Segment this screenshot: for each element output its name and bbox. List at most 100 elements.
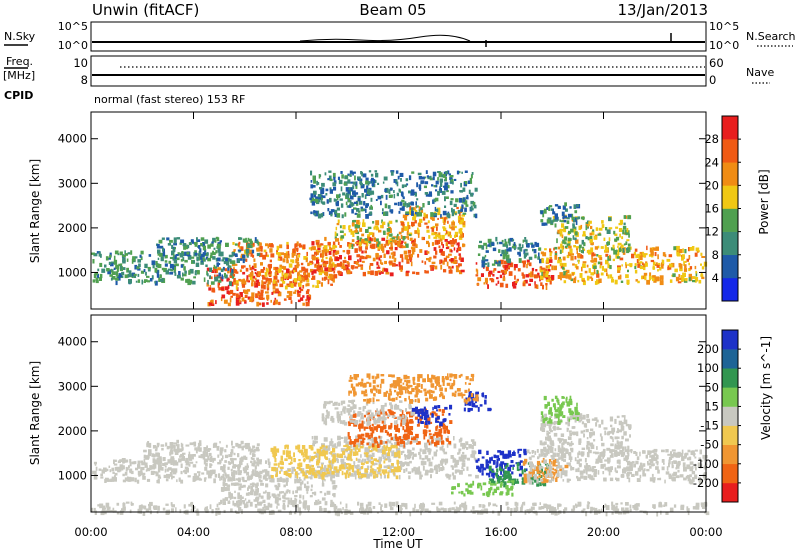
velocity-echo-region (348, 373, 479, 405)
freq-tick-bottom: 8 (81, 73, 88, 87)
power-echo-layer (91, 170, 708, 307)
power-echo-region (539, 245, 708, 286)
freq-panel: Freq. [MHz] 10 8 60 0 Nave CPID normal (… (3, 55, 774, 106)
noise-right-label: N.Search (746, 30, 796, 43)
velocity-colorbar: 200 100 50 15 -15 -50 -100 -200 (693, 329, 741, 503)
colorbar-tick-label: 100 (697, 361, 719, 375)
y-tick-label: 4000 (58, 132, 87, 146)
colorbar-swatch (722, 208, 738, 232)
nave-tick-bottom: 0 (709, 73, 716, 87)
nave-label: Nave (746, 66, 774, 79)
y-tick-label: 4000 (58, 335, 87, 349)
colorbar-swatch (722, 387, 738, 407)
colorbar-swatch (722, 482, 738, 503)
xlabel: Time UT (372, 537, 423, 551)
noise-panel: N.Sky 10^5 10^0 10^5 10^0 N.Search (4, 20, 796, 52)
x-tick-label: 00:00 (74, 525, 107, 539)
power-echo-region (309, 236, 466, 277)
velocity-echo-region (526, 448, 708, 485)
freq-label-line2: [MHz] (3, 69, 35, 82)
x-tick-label: 12:00 (382, 525, 415, 539)
velocity-echo-region (411, 404, 453, 427)
colorbar-swatch (722, 231, 738, 256)
velocity-y-axis: 1000 2000 3000 4000 (58, 335, 706, 482)
velocity-echo-region (143, 439, 260, 467)
power-colorbar: 4 8 12 16 20 24 28 (704, 115, 741, 302)
noise-left-label: N.Sky (4, 30, 36, 43)
colorbar-tick-label: -15 (700, 419, 719, 433)
colorbar-swatch (722, 185, 738, 209)
mode-text: normal (fast stereo) 153 RF (94, 93, 245, 106)
cpid-label: CPID (4, 89, 33, 102)
x-tick-label: 20:00 (587, 525, 620, 539)
colorbar-swatch (722, 330, 738, 350)
x-tick-label: 16:00 (484, 525, 517, 539)
nave-tick-top: 60 (709, 56, 724, 70)
colorbar-tick-label: 28 (704, 132, 719, 146)
colorbar-tick-label: -50 (700, 438, 719, 452)
freq-label-line1: Freq. (6, 55, 33, 68)
velocity-echo-region (92, 457, 273, 484)
power-colorbar-label: Power [dB] (757, 169, 771, 234)
velocity-echo-region (270, 444, 402, 480)
colorbar-tick-label: 20 (704, 178, 719, 192)
colorbar-tick-label: -100 (693, 457, 719, 471)
x-axis: 00:00 04:00 08:00 12:00 16:00 20:00 00:00 (74, 112, 723, 539)
velocity-echo-region (451, 480, 515, 498)
power-ylabel: Slant Range [km] (28, 159, 42, 263)
freq-tick-top: 10 (73, 56, 88, 70)
colorbar-tick-label: 8 (712, 248, 719, 262)
velocity-echo-region (475, 448, 528, 480)
x-tick-label: 04:00 (177, 525, 210, 539)
colorbar-swatch (722, 162, 738, 186)
colorbar-tick-label: 200 (697, 342, 719, 356)
colorbar-swatch (722, 463, 738, 484)
colorbar-tick-label: 12 (704, 225, 719, 239)
colorbar-swatch (722, 425, 738, 445)
date-title: 13/Jan/2013 (618, 1, 709, 19)
colorbar-tick-label: 4 (712, 271, 719, 285)
velocity-echo-region (463, 391, 492, 413)
colorbar-swatch (722, 254, 738, 279)
velocity-echo-region (539, 413, 632, 458)
colorbar-tick-label: 50 (704, 380, 719, 394)
colorbar-swatch (722, 444, 738, 465)
y-tick-label: 1000 (58, 265, 87, 279)
colorbar-swatch (722, 349, 738, 369)
colorbar-swatch (722, 139, 738, 163)
colorbar-tick-label: -200 (693, 476, 719, 490)
velocity-echo-region (91, 501, 710, 517)
noise-left-tick-top: 10^5 (58, 20, 88, 33)
velocity-echo-region (540, 395, 580, 425)
y-tick-label: 3000 (58, 176, 87, 190)
power-panel: 1000 2000 3000 4000 Slant Range [km] 4 8 12 16… (28, 111, 771, 310)
y-tick-label: 2000 (58, 221, 87, 235)
velocity-colorbar-label: Velocity [m s^-1] (759, 336, 773, 440)
velocity-echo-layer (91, 373, 710, 517)
velocity-echo-region (321, 399, 416, 426)
power-echo-region (309, 170, 478, 219)
power-y-axis: 1000 2000 3000 4000 (58, 132, 706, 279)
noise-search-trace (299, 34, 471, 42)
colorbar-swatch (722, 277, 738, 302)
noise-right-tick-top: 10^5 (709, 20, 739, 33)
power-echo-region (477, 236, 542, 268)
velocity-echo-region (347, 408, 453, 448)
colorbar-tick-label: 15 (704, 399, 719, 413)
velocity-ylabel: Slant Range [km] (28, 361, 42, 465)
noise-right-tick-bottom: 10^0 (709, 39, 739, 52)
power-echo-region (552, 214, 632, 255)
x-tick-label: 08:00 (279, 525, 312, 539)
y-tick-label: 2000 (58, 424, 87, 438)
y-tick-label: 3000 (58, 379, 87, 393)
power-echo-region (156, 236, 261, 264)
colorbar-tick-label: 24 (704, 155, 719, 169)
x-tick-label: 00:00 (689, 525, 722, 539)
station-title: Unwin (fitACF) (92, 1, 199, 19)
colorbar-swatch (722, 406, 738, 426)
colorbar-tick-label: 16 (704, 202, 719, 216)
beam-title: Beam 05 (359, 1, 426, 19)
power-echo-region (334, 219, 413, 250)
